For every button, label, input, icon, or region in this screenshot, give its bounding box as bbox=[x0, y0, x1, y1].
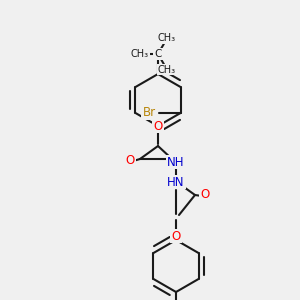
Text: CH₃: CH₃ bbox=[131, 49, 149, 59]
Text: O: O bbox=[171, 230, 181, 242]
Text: CH₃: CH₃ bbox=[158, 33, 176, 43]
Text: C: C bbox=[154, 49, 162, 59]
Text: Br: Br bbox=[142, 106, 155, 119]
Text: NH: NH bbox=[167, 155, 185, 169]
Text: O: O bbox=[153, 119, 163, 133]
Text: HN: HN bbox=[167, 176, 185, 188]
Text: CH₃: CH₃ bbox=[158, 64, 176, 75]
Text: O: O bbox=[125, 154, 135, 166]
Text: O: O bbox=[200, 188, 210, 200]
